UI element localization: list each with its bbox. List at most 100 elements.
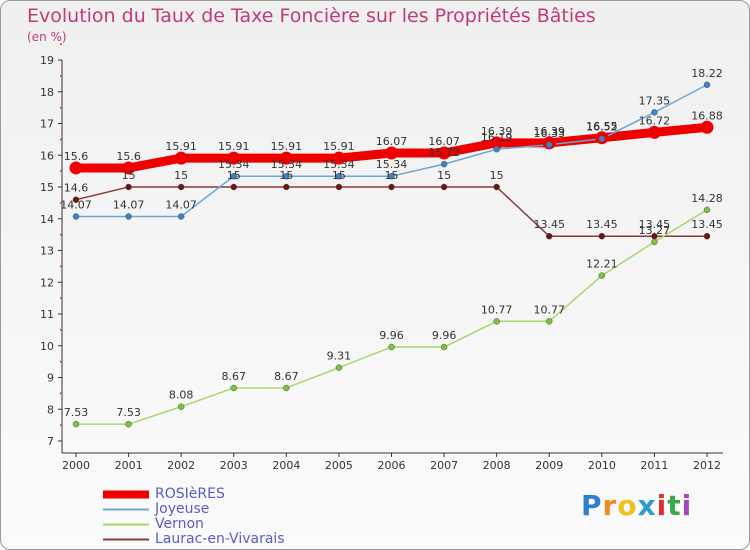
y-tick-label: 18: [40, 86, 54, 99]
data-label-0: 16.07: [376, 135, 408, 148]
x-tick-label: 2005: [325, 459, 353, 472]
data-label-2: 7.53: [64, 406, 89, 419]
logo-letter: i: [656, 489, 668, 522]
data-label-0: 15.91: [271, 140, 303, 153]
data-label-1: 15.34: [323, 158, 355, 171]
series-point-1: [546, 141, 553, 149]
data-label-0: 16.88: [691, 109, 723, 122]
proxiti-logo: Proxiti: [581, 489, 692, 522]
y-tick-label: 15: [40, 181, 54, 194]
y-tick-label: 12: [40, 276, 54, 289]
y-tick-label: 7: [47, 435, 54, 448]
data-label-2: 10.77: [534, 303, 566, 316]
series-point-2: [440, 343, 448, 351]
series-point-1: [283, 172, 290, 180]
x-tick-label: 2004: [272, 459, 300, 472]
logo-letter: t: [667, 489, 682, 522]
series-point-0: [332, 151, 346, 165]
data-label-3: 15: [332, 169, 346, 182]
legend: ROSIèRES Joyeuse Vernon Laurac-en-Vivara…: [101, 487, 285, 547]
data-label-0: 15.91: [218, 140, 250, 153]
y-tick-label: 11: [40, 308, 54, 321]
x-tick-label: 2012: [693, 459, 721, 472]
data-label-0: 16.07: [428, 135, 460, 148]
series-point-3: [546, 232, 553, 240]
line-chart: 7 8 9 10 11 12 13 14 15 16 17 18 19 2000 2001 2002 2003 2…: [40, 43, 723, 472]
series-point-0: [490, 136, 504, 150]
series-point-0: [174, 151, 188, 165]
x-tick-label: 2010: [588, 459, 616, 472]
legend-label: Laurac-en-Vivarais: [155, 531, 285, 547]
series-point-0: [227, 151, 241, 165]
x-tick-label: 2008: [483, 459, 511, 472]
logo-letter: x: [637, 489, 657, 522]
legend-item: Joyeuse: [101, 502, 285, 517]
data-label-0: 15.6: [116, 150, 141, 163]
data-label-1: 15.72: [428, 146, 460, 159]
y-tick-label: 13: [40, 245, 54, 258]
data-label-1: 16.33: [534, 127, 566, 140]
logo-letter: r: [602, 489, 618, 522]
series-point-0: [647, 125, 661, 139]
series-point-3: [72, 196, 80, 203]
series-point-3: [703, 232, 711, 240]
data-label-0: 15.91: [323, 140, 355, 153]
legend-swatch: [103, 508, 149, 511]
y-tick-label: 17: [40, 118, 54, 131]
data-label-1: 14.07: [113, 199, 145, 212]
series-point-1: [125, 213, 132, 220]
data-label-3: 15: [279, 169, 293, 182]
series-point-2: [177, 403, 185, 410]
series-point-3: [493, 183, 500, 191]
x-tick-label: 2000: [62, 459, 90, 472]
data-label-3: 15: [174, 169, 188, 182]
legend-item: Laurac-en-Vivarais: [101, 532, 285, 547]
data-label-2: 9.31: [327, 350, 352, 363]
data-label-0: 16.55: [586, 120, 618, 133]
data-label-3: 13.45: [691, 218, 723, 231]
data-label-2: 8.67: [222, 370, 247, 383]
data-label-1: 16.52: [586, 121, 618, 134]
data-label-3: 13.45: [586, 218, 618, 231]
x-tick-label: 2003: [220, 459, 248, 472]
chart-title: Evolution du Taux de Taxe Foncière sur l…: [27, 5, 596, 27]
series-point-1: [177, 213, 185, 220]
x-tick-label: 2001: [115, 459, 143, 472]
series-point-3: [283, 183, 290, 191]
series-point-2: [230, 384, 237, 392]
data-label-1: 14.07: [165, 199, 197, 212]
data-label-3: 14.6: [64, 182, 89, 195]
logo-letter: i: [681, 489, 693, 522]
series-point-0: [122, 161, 136, 175]
logo-letter: P: [581, 489, 603, 522]
series-point-2: [546, 318, 553, 325]
series-point-2: [283, 384, 290, 392]
data-label-3: 15: [122, 169, 136, 182]
legend-label: ROSIèRES: [155, 486, 225, 502]
legend-swatch: [103, 490, 149, 499]
y-tick-label: 16: [40, 149, 54, 162]
series-point-2: [651, 238, 658, 246]
x-tick-label: 2009: [535, 459, 563, 472]
series-point-2: [493, 318, 500, 325]
data-label-3: 13.45: [534, 218, 566, 231]
series-point-2: [388, 343, 395, 351]
data-label-0: 16.39: [534, 125, 566, 138]
legend-label: Joyeuse: [155, 501, 210, 517]
series-point-1: [230, 172, 237, 180]
data-label-2: 9.96: [432, 329, 457, 342]
data-label-2: 7.53: [116, 406, 141, 419]
series-point-1: [651, 109, 658, 116]
data-label-2: 13.27: [639, 224, 671, 237]
y-tick-label: 14: [40, 213, 54, 226]
series-point-0: [69, 161, 83, 175]
series-point-1: [703, 81, 711, 89]
data-label-0: 16.39: [481, 125, 513, 138]
series-point-0: [279, 151, 293, 165]
data-label-0: 15.6: [64, 150, 89, 163]
data-label-3: 15: [385, 169, 399, 182]
x-tick-label: 2006: [378, 459, 406, 472]
legend-label: Vernon: [155, 516, 204, 532]
series-point-1: [440, 160, 448, 168]
data-label-2: 8.67: [274, 370, 299, 383]
